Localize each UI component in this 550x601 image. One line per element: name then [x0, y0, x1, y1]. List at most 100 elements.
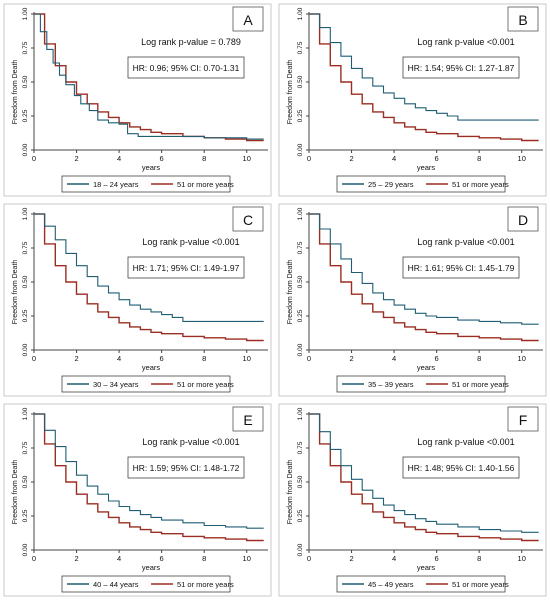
- x-tick-label: 6: [435, 554, 439, 563]
- legend-label: 35 – 39 years: [368, 380, 414, 389]
- x-tick-label: 2: [349, 554, 353, 563]
- y-tick-label: 0.75: [297, 41, 304, 54]
- legend-box: [336, 175, 506, 193]
- x-tick-label: 8: [477, 354, 481, 363]
- comparison-series-line: [34, 13, 264, 140]
- x-tick-label: 0: [32, 554, 36, 563]
- y-tick-label: 0.25: [297, 309, 304, 322]
- x-tick-label: 4: [117, 554, 121, 563]
- comparison-series-line: [309, 13, 539, 121]
- hr-box: [402, 456, 520, 479]
- comparison-series-line: [34, 213, 264, 322]
- y-tick-label: 0.00: [297, 343, 304, 356]
- x-tick-label: 2: [74, 354, 78, 363]
- x-tick-label: 2: [349, 154, 353, 163]
- x-tick-label: 6: [160, 354, 164, 363]
- panel-frame: [3, 403, 272, 597]
- y-axis-label: Freedom from Death: [287, 60, 294, 125]
- x-tick-label: 6: [160, 154, 164, 163]
- y-tick-label: 0.00: [22, 343, 29, 356]
- hr-text: HR: 1.48; 95% CI: 1.40-1.56: [408, 463, 515, 473]
- comparison-series-line: [34, 413, 264, 529]
- panel-d: 0.00 0.25 0.50 0.75 1.00 0 2 4 6 8 10 years Freedom …: [278, 203, 547, 397]
- y-tick-label: 0.25: [22, 509, 29, 522]
- panel-letter-box: [507, 406, 539, 432]
- x-tick-label: 4: [392, 354, 396, 363]
- y-tick-label: 0.50: [297, 475, 304, 488]
- x-tick-label: 2: [74, 554, 78, 563]
- panel-letter-box: [507, 206, 539, 232]
- x-axis-label: years: [142, 363, 161, 372]
- hr-text: HR: 1.71; 95% CI: 1.49-1.97: [133, 263, 240, 273]
- x-tick-label: 8: [477, 154, 481, 163]
- legend-label: 30 – 34 years: [93, 380, 139, 389]
- y-tick-label: 0.50: [22, 275, 29, 288]
- panel-letter: A: [243, 12, 253, 28]
- x-tick-label: 8: [477, 554, 481, 563]
- y-tick-label: 0.50: [297, 275, 304, 288]
- y-tick-label: 0.25: [297, 109, 304, 122]
- x-axis-label: years: [142, 163, 161, 172]
- x-tick-label: 8: [202, 154, 206, 163]
- panel-letter: D: [518, 212, 528, 228]
- y-tick-label: 1.00: [297, 407, 304, 420]
- legend-label: 51 or more years: [452, 580, 509, 589]
- x-tick-label: 4: [117, 354, 121, 363]
- panel-letter: B: [518, 12, 527, 28]
- legend-label: 40 – 44 years: [93, 580, 139, 589]
- panel-a: 0.00 0.25 0.50 0.75 1.00 0 2 4 6 8 10 years Freedom …: [3, 3, 272, 197]
- y-tick-label: 0.25: [22, 109, 29, 122]
- x-tick-label: 8: [202, 354, 206, 363]
- y-axis-label: Freedom from Death: [12, 60, 19, 125]
- y-tick-label: 1.00: [297, 7, 304, 20]
- panel-letter: F: [519, 412, 528, 428]
- y-axis-label: Freedom from Death: [12, 260, 19, 325]
- legend-label: 25 – 29 years: [368, 180, 414, 189]
- x-tick-label: 4: [392, 554, 396, 563]
- panel-frame: [3, 203, 272, 397]
- y-tick-label: 0.50: [297, 75, 304, 88]
- hr-box: [127, 456, 245, 479]
- x-tick-label: 0: [307, 354, 311, 363]
- y-tick-label: 1.00: [297, 207, 304, 220]
- x-tick-label: 10: [243, 554, 251, 563]
- panel-letter-box: [232, 6, 264, 32]
- x-tick-label: 10: [518, 554, 526, 563]
- legend-box: [61, 175, 231, 193]
- panel-letter: E: [243, 412, 252, 428]
- y-tick-label: 0.00: [22, 543, 29, 556]
- y-tick-label: 0.50: [22, 475, 29, 488]
- hr-box: [127, 256, 245, 279]
- x-axis-label: years: [417, 163, 436, 172]
- panel-e: 0.00 0.25 0.50 0.75 1.00 0 2 4 6 8 10 years Freedom …: [3, 403, 272, 597]
- panel-frame: [278, 403, 547, 597]
- x-tick-label: 10: [518, 154, 526, 163]
- legend-label: 51 or more years: [177, 380, 234, 389]
- panel-b: 0.00 0.25 0.50 0.75 1.00 0 2 4 6 8 10 years Freedom …: [278, 3, 547, 197]
- legend-label: 51 or more years: [177, 580, 234, 589]
- y-axis-label: Freedom from Death: [12, 460, 19, 525]
- y-tick-label: 0.00: [297, 143, 304, 156]
- x-axis-label: years: [417, 363, 436, 372]
- reference-series-line: [34, 413, 264, 542]
- logrank-text: Log rank p-value = 0.789: [141, 37, 241, 47]
- panel-frame: [278, 203, 547, 397]
- panel-c: 0.00 0.25 0.50 0.75 1.00 0 2 4 6 8 10 years Freedom …: [3, 203, 272, 397]
- panel-frame: [3, 3, 272, 197]
- hr-text: HR: 0.96; 95% CI: 0.70-1.31: [133, 63, 240, 73]
- y-tick-label: 0.75: [297, 241, 304, 254]
- panel-letter-box: [507, 6, 539, 32]
- legend-box: [61, 575, 231, 593]
- legend-label: 51 or more years: [452, 180, 509, 189]
- x-axis-label: years: [142, 563, 161, 572]
- y-tick-label: 0.75: [22, 41, 29, 54]
- panel-letter-box: [232, 406, 264, 432]
- x-tick-label: 0: [307, 554, 311, 563]
- panel-letter-box: [232, 206, 264, 232]
- panel-frame: [278, 3, 547, 197]
- reference-series-line: [309, 213, 539, 342]
- y-tick-label: 0.50: [22, 75, 29, 88]
- hr-box: [127, 56, 245, 79]
- y-tick-label: 0.25: [297, 509, 304, 522]
- hr-text: HR: 1.61; 95% CI: 1.45-1.79: [408, 263, 515, 273]
